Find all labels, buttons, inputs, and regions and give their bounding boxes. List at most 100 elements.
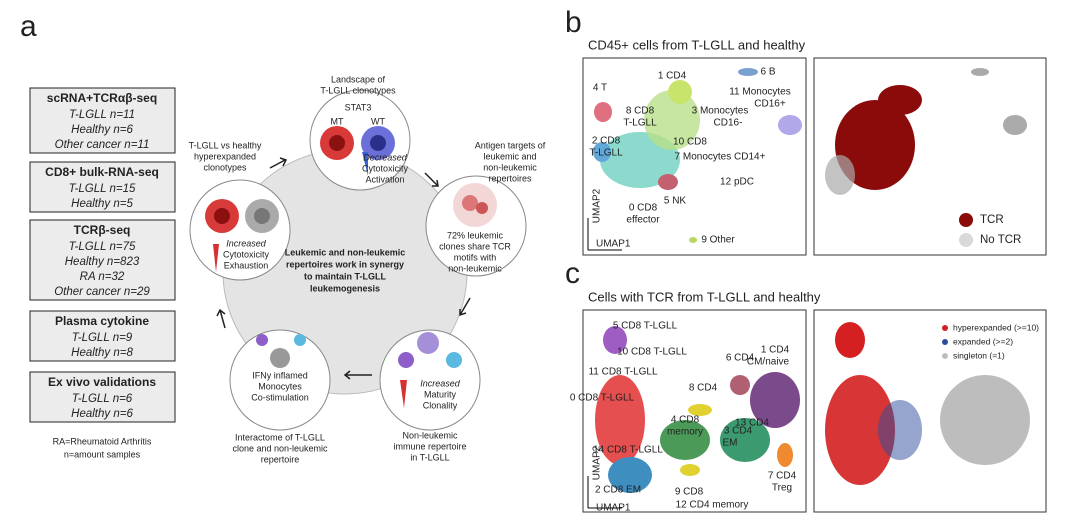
cluster-label: 3 Monocytes bbox=[692, 106, 749, 117]
node-caption: non-leukemic bbox=[483, 162, 537, 172]
center-text: repertoires work in synergy bbox=[286, 259, 404, 269]
dataset-box bbox=[29, 310, 176, 362]
cluster-label: 14 CD8 T-LGLL bbox=[593, 445, 663, 456]
panel-label: b bbox=[565, 6, 582, 39]
cluster-label: 5 CD8 T-LGLL bbox=[613, 321, 678, 332]
cluster-label: effector bbox=[626, 215, 660, 226]
node-text: 72% leukemic bbox=[447, 230, 504, 240]
node-text: Co-stimulation bbox=[251, 392, 309, 402]
cluster-label: 0 CD8 bbox=[629, 203, 658, 214]
footnote: n=amount samples bbox=[64, 449, 141, 459]
panel-title: Cells with TCR from T-LGLL and healthy bbox=[588, 289, 821, 304]
box-line: T-LGLL n=75 bbox=[69, 241, 136, 253]
cluster-label: 8 CD4 bbox=[689, 383, 718, 394]
center-text: to maintain T-LGLL bbox=[304, 271, 386, 281]
panel-title: CD45+ cells from T-LGLL and healthy bbox=[588, 37, 806, 52]
cluster-label: 7 CD4 bbox=[768, 471, 797, 482]
node-caption: Landscape of bbox=[331, 74, 386, 84]
cluster-label: CM/naive bbox=[747, 357, 790, 368]
box-line: Other cancer n=29 bbox=[54, 286, 150, 298]
cluster-label: 4 CD8 bbox=[671, 415, 700, 426]
legend-label: singleton (=1) bbox=[953, 350, 1005, 360]
box-line: RA n=32 bbox=[80, 271, 125, 283]
panel-label: a bbox=[20, 10, 37, 43]
legend-swatch bbox=[942, 325, 948, 331]
cluster-label: 12 pDC bbox=[720, 177, 754, 188]
box-line: T-LGLL n=6 bbox=[72, 393, 133, 405]
cluster-label: 10 CD8 bbox=[673, 137, 707, 148]
node-caption: immune repertoire bbox=[393, 441, 466, 451]
cluster-label: 0 CD8 T-LGLL bbox=[570, 393, 635, 404]
umap-art bbox=[582, 57, 1047, 513]
dataset-box bbox=[29, 87, 176, 154]
cluster-label: 6 B bbox=[760, 67, 775, 78]
axis-label: UMAP1 bbox=[596, 239, 631, 250]
node-text: clones share TCR bbox=[439, 241, 511, 251]
legend-swatch bbox=[959, 213, 973, 227]
legend-swatch bbox=[942, 339, 948, 345]
cluster-label: 6 CD4 bbox=[726, 353, 755, 364]
node-text: Decreased bbox=[363, 152, 408, 162]
cluster-label: CD16- bbox=[714, 118, 743, 129]
node-caption: in T-LGLL bbox=[410, 452, 449, 462]
node-caption: clonotypes bbox=[203, 162, 247, 172]
node-caption: hyperexpanded bbox=[194, 151, 256, 161]
box-line: T-LGLL n=15 bbox=[69, 183, 136, 195]
box-title: Ex vivo validations bbox=[48, 375, 156, 389]
box-title: CD8+ bulk-RNA-seq bbox=[45, 165, 159, 179]
node-caption: Antigen targets of bbox=[475, 140, 546, 150]
dataset-box bbox=[29, 161, 176, 213]
legend-label: hyperexpanded (>=10) bbox=[953, 322, 1039, 332]
cluster-label: memory bbox=[667, 427, 703, 438]
box-title: scRNA+TCRαβ-seq bbox=[47, 91, 157, 105]
gene-label: STAT3 bbox=[345, 102, 372, 112]
cluster-label: 11 Monocytes bbox=[729, 87, 791, 98]
node-text: Increased bbox=[226, 238, 267, 248]
node-text: Increased bbox=[420, 378, 461, 388]
axis-label: UMAP2 bbox=[592, 445, 603, 480]
legend-label: TCR bbox=[980, 214, 1004, 226]
cluster-label: 2 CD8 bbox=[592, 136, 621, 147]
axis-label: UMAP1 bbox=[596, 503, 631, 514]
dataset-box bbox=[29, 219, 176, 301]
legend-swatch bbox=[942, 353, 948, 359]
node-text: motifs with bbox=[454, 252, 497, 262]
node-text: Cytotoxicity bbox=[362, 163, 409, 173]
allele-label: WT bbox=[371, 116, 385, 126]
box-line: Healthy n=5 bbox=[71, 198, 133, 210]
node-text: IFNy inflamed bbox=[252, 370, 308, 380]
node-text: Activation bbox=[365, 174, 404, 184]
box-line: Healthy n=6 bbox=[71, 408, 133, 420]
node-text: Maturity bbox=[424, 389, 457, 399]
allele-label: MT bbox=[331, 116, 344, 126]
node-caption: T-LGLL clonotypes bbox=[320, 85, 396, 95]
cluster-label: Treg bbox=[772, 483, 792, 494]
dataset-box bbox=[29, 371, 176, 423]
node-text: Cytotoxicity bbox=[223, 249, 270, 259]
box-line: Healthy n=823 bbox=[65, 256, 140, 268]
node-caption: repertoire bbox=[261, 454, 300, 464]
diagram-art bbox=[189, 89, 527, 431]
cluster-label: T-LGLL bbox=[623, 118, 657, 129]
center-text: leukemogenesis bbox=[310, 283, 380, 293]
legend-label: No TCR bbox=[980, 234, 1021, 246]
node-caption: Non-leukemic bbox=[402, 430, 458, 440]
box-title: TCRβ-seq bbox=[74, 223, 131, 237]
node-text: Monocytes bbox=[258, 381, 302, 391]
cluster-label: 12 CD4 memory bbox=[676, 500, 749, 511]
node-text: Clonality bbox=[423, 400, 458, 410]
node-caption: repertoires bbox=[488, 173, 532, 183]
axis-label: UMAP2 bbox=[592, 188, 603, 223]
node-caption: Interactome of T-LGLL bbox=[235, 432, 325, 442]
node-text: Exhaustion bbox=[224, 260, 269, 270]
box-line: T-LGLL n=9 bbox=[72, 332, 133, 344]
cluster-label: 1 CD4 bbox=[761, 345, 790, 356]
box-line: Healthy n=8 bbox=[71, 347, 133, 359]
cluster-label: T-LGLL bbox=[589, 148, 623, 159]
cluster-label: 13 CD4 bbox=[735, 418, 769, 429]
cluster-label: 3 CD4 bbox=[724, 426, 753, 437]
cluster-label: 8 CD8 bbox=[626, 106, 655, 117]
box-line: Other cancer n=11 bbox=[55, 139, 150, 151]
node-caption: T-LGLL vs healthy bbox=[189, 140, 262, 150]
